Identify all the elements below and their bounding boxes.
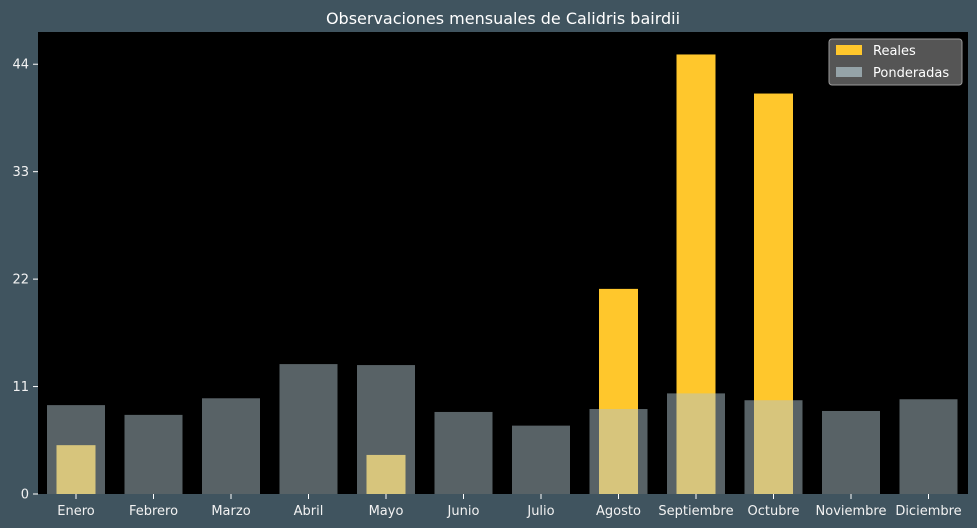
bar-ponderadas-julio: [512, 425, 570, 494]
bar-ponderadas-abril: [279, 364, 338, 494]
x-tick-label-abril: Abril: [294, 504, 324, 519]
y-tick-label-33: 33: [12, 165, 29, 180]
bar-ponderadas-agosto: [589, 409, 648, 494]
legend-label-ponderadas: Ponderadas: [873, 66, 949, 81]
y-tick-label-11: 11: [12, 380, 29, 395]
legend-swatch-ponderadas: [836, 67, 862, 77]
legend: Reales Ponderadas: [828, 38, 963, 86]
x-axis: Enero Febrero Marzo Abril Mayo Junio Julio Agos…: [57, 494, 962, 519]
bar-ponderadas-mayo: [357, 365, 415, 494]
plot-area: [38, 32, 968, 494]
x-tick-label-octubre: Octubre: [747, 504, 799, 519]
bars-layer: [47, 54, 958, 494]
legend-box: [828, 38, 963, 86]
x-tick-label-junio: Junio: [447, 504, 480, 519]
y-tick-label-0: 0: [21, 488, 29, 503]
legend-label-reales: Reales: [873, 44, 916, 59]
legend-swatch-reales: [836, 45, 862, 55]
bar-ponderadas-junio: [434, 411, 493, 494]
bar-ponderadas-enero: [47, 405, 105, 494]
y-axis: 0 11 22 33 44: [12, 58, 38, 503]
x-tick-label-noviembre: Noviembre: [816, 504, 887, 519]
x-tick-label-febrero: Febrero: [129, 504, 178, 519]
x-tick-label-marzo: Marzo: [211, 504, 250, 519]
x-tick-label-mayo: Mayo: [369, 504, 404, 519]
bar-ponderadas-septiembre: [667, 393, 725, 494]
bar-ponderadas-febrero: [124, 414, 183, 494]
x-tick-label-diciembre: Diciembre: [895, 504, 961, 519]
bar-ponderadas-octubre: [744, 400, 803, 494]
bar-ponderadas-marzo: [202, 398, 260, 494]
chart-title: Observaciones mensuales de Calidris bair…: [326, 9, 680, 28]
bar-ponderadas-noviembre: [822, 410, 880, 494]
y-tick-label-44: 44: [12, 58, 29, 73]
x-tick-label-julio: Julio: [526, 504, 554, 519]
bar-ponderadas-diciembre: [899, 399, 958, 494]
y-tick-label-22: 22: [12, 273, 29, 288]
x-tick-label-agosto: Agosto: [596, 504, 641, 519]
x-tick-label-septiembre: Septiembre: [658, 504, 733, 519]
x-tick-label-enero: Enero: [57, 504, 95, 519]
